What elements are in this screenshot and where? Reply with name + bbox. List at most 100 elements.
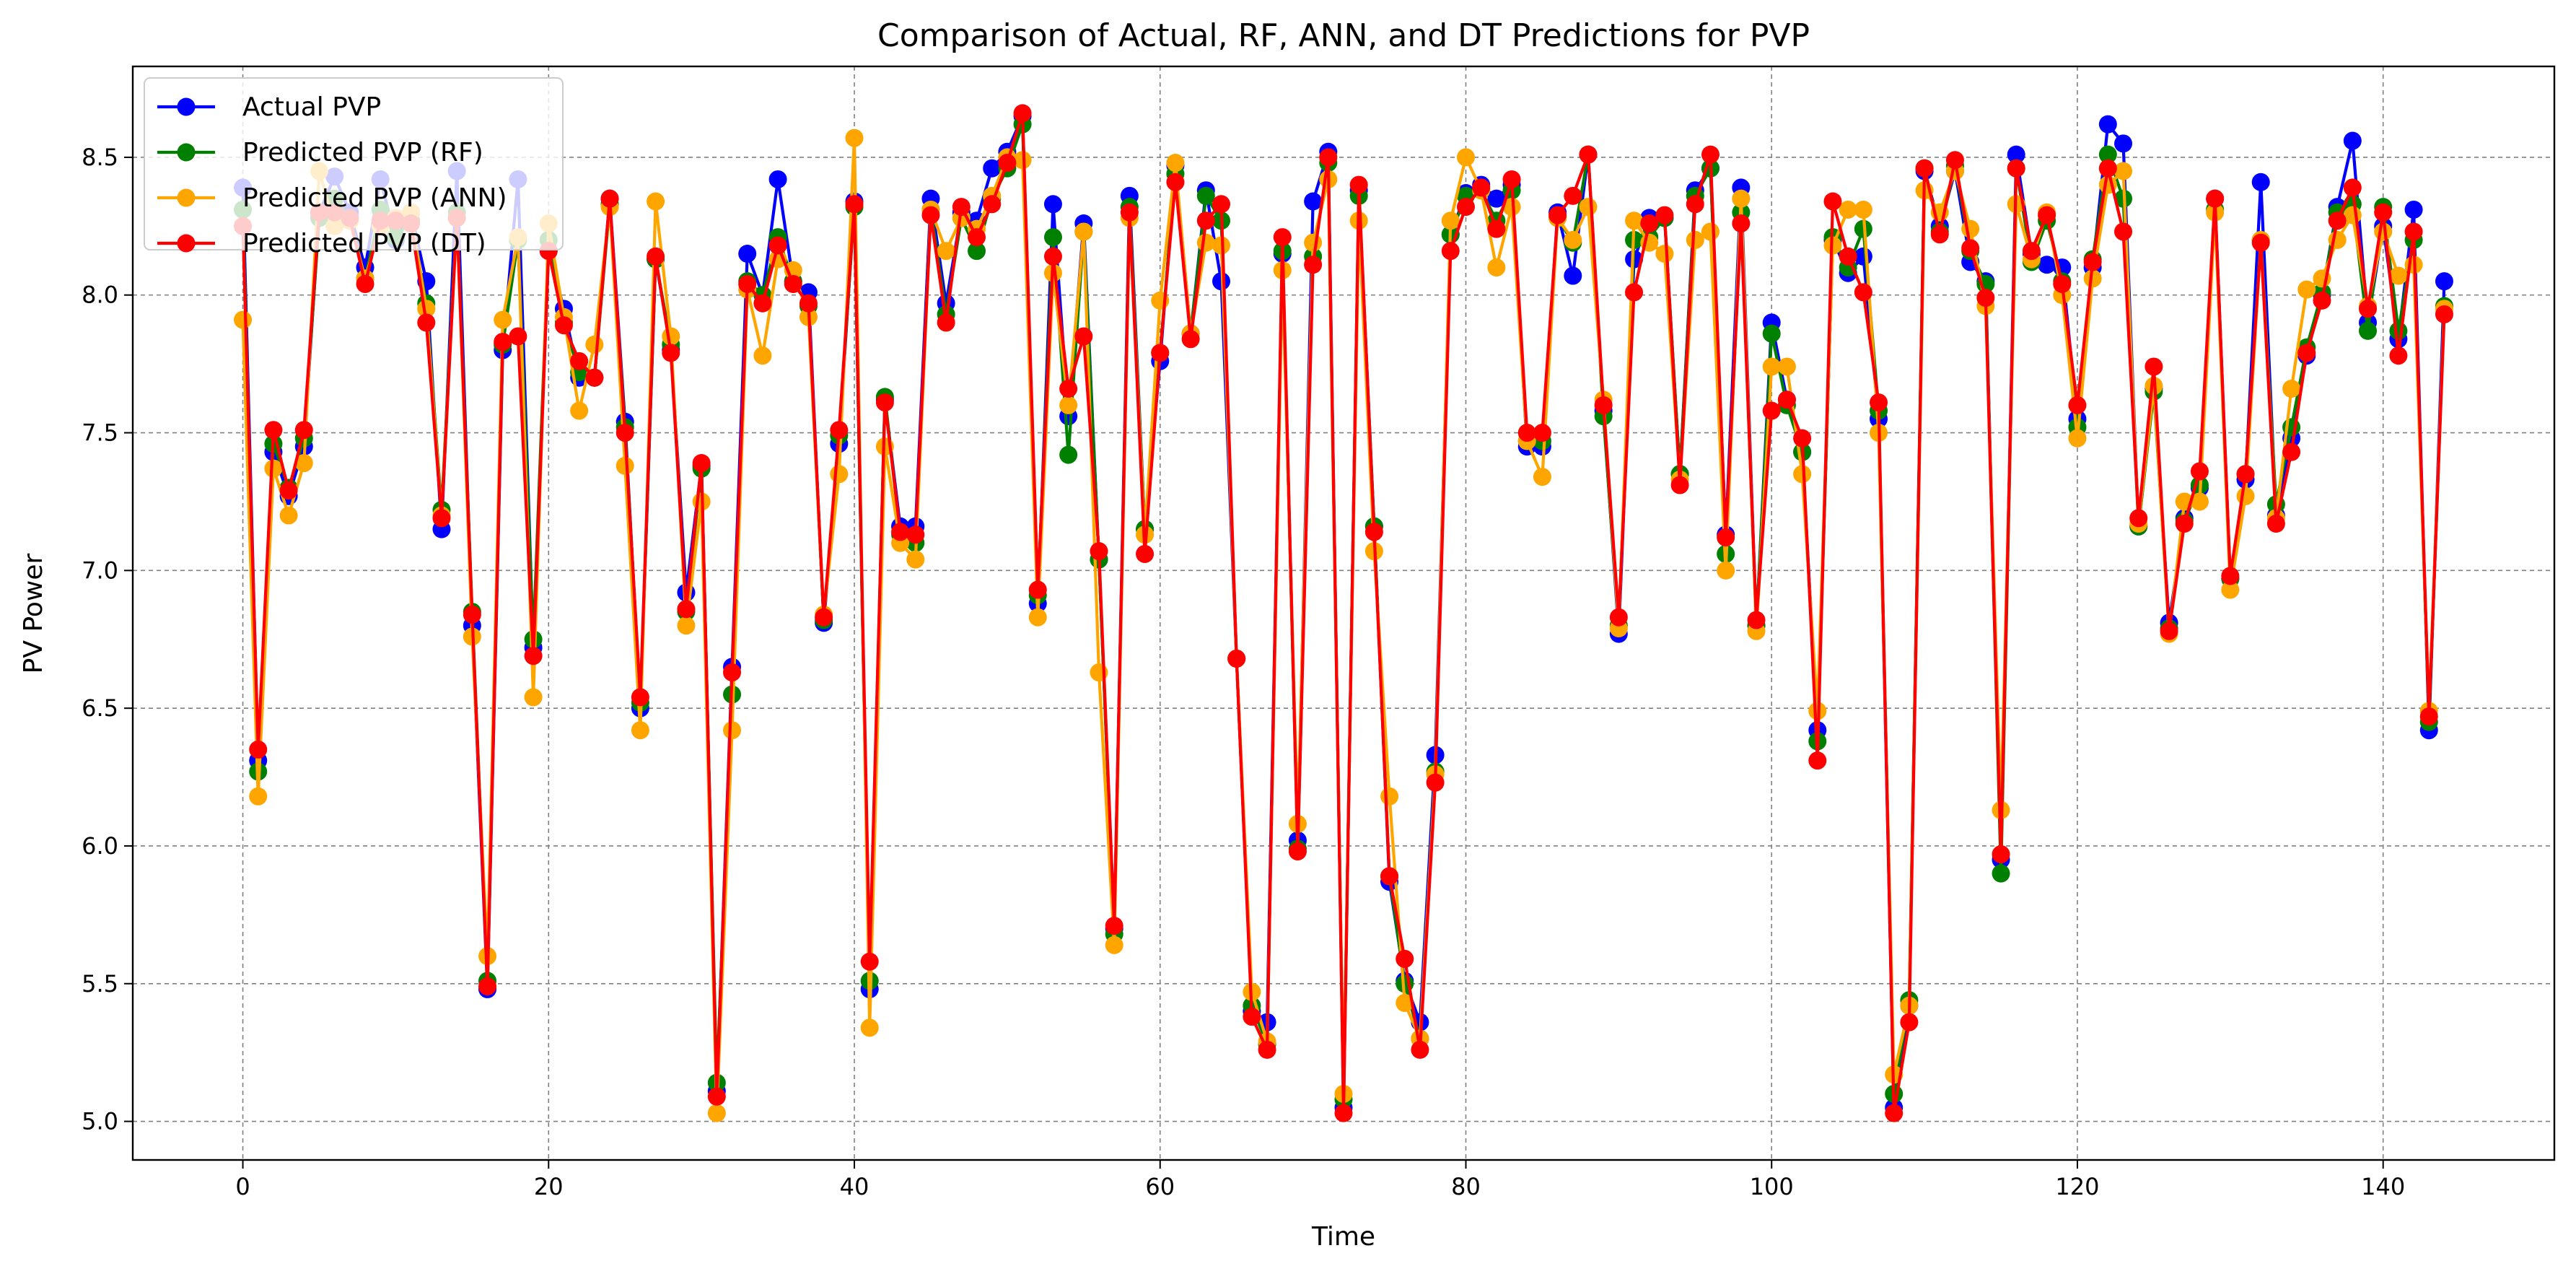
data-point — [1105, 917, 1123, 935]
data-point — [1854, 200, 1872, 219]
x-tick-label: 60 — [1145, 1173, 1175, 1200]
data-point — [1992, 845, 2010, 863]
legend-label: Predicted PVP (RF) — [242, 138, 483, 167]
data-point — [2053, 274, 2072, 293]
data-point — [1441, 242, 1460, 261]
x-tick-label: 20 — [534, 1173, 564, 1200]
data-point — [1151, 344, 1170, 362]
data-point — [845, 195, 864, 214]
data-point — [1059, 445, 1078, 464]
data-point — [1625, 283, 1644, 302]
data-point — [2098, 145, 2117, 164]
data-point — [1502, 198, 1521, 217]
data-point — [1655, 245, 1674, 263]
plot-frame — [131, 65, 2556, 1161]
data-point — [2266, 514, 2285, 533]
data-point — [2419, 707, 2438, 726]
data-point — [968, 242, 986, 261]
data-point — [677, 600, 696, 619]
data-point — [2038, 256, 2056, 274]
data-point — [860, 952, 879, 971]
data-point — [983, 159, 1002, 178]
data-point — [1594, 396, 1613, 414]
data-point — [1564, 230, 1582, 249]
data-point — [2221, 580, 2240, 599]
data-point — [753, 346, 772, 365]
data-point — [2007, 145, 2025, 164]
data-point — [279, 481, 298, 500]
data-point — [1686, 230, 1704, 249]
data-point — [1304, 192, 1323, 211]
data-point — [1212, 195, 1231, 214]
data-point — [264, 421, 283, 440]
data-point — [768, 236, 787, 255]
data-point — [524, 647, 543, 666]
data-point — [2374, 203, 2393, 222]
data-point — [631, 688, 649, 707]
data-point — [1059, 396, 1078, 414]
y-axis-label: PV Power — [19, 553, 48, 673]
chart-title: Comparison of Actual, RF, ANN, and DT Pr… — [877, 17, 1810, 54]
legend-marker — [177, 188, 196, 207]
data-point — [1304, 256, 1323, 274]
data-point — [2083, 253, 2102, 271]
data-point — [1090, 542, 1108, 561]
tick-layer: 0 20 40 60 80 100 120 140 5.0 5.5 6.0 6.5 7.0 7.5 8.0 8… — [82, 144, 2405, 1200]
legend-marker — [177, 234, 196, 253]
data-point — [1564, 186, 1582, 205]
data-point — [570, 401, 589, 420]
data-point — [615, 424, 634, 442]
data-point — [249, 787, 268, 806]
data-point — [1823, 192, 1842, 211]
data-point — [662, 344, 680, 362]
data-point — [830, 465, 849, 484]
data-point — [2175, 514, 2194, 533]
data-point — [1105, 935, 1123, 954]
x-axis-label: Time — [1311, 1222, 1375, 1252]
data-point — [707, 1104, 726, 1122]
legend-label: Predicted PVP (DT) — [242, 229, 486, 258]
data-point — [2389, 346, 2408, 365]
data-point — [2145, 357, 2163, 376]
data-point — [2221, 567, 2240, 585]
data-point — [753, 294, 772, 313]
data-point — [2404, 222, 2423, 241]
x-tick-label: 0 — [235, 1173, 250, 1200]
data-point — [478, 977, 497, 996]
data-point — [2068, 429, 2087, 448]
data-point — [1456, 148, 1475, 167]
data-point — [1915, 159, 1934, 178]
data-point — [2282, 442, 2301, 461]
data-point — [2313, 291, 2331, 310]
data-point — [1854, 283, 1872, 302]
data-point — [2435, 272, 2453, 291]
data-point — [1976, 289, 1995, 307]
data-point — [1028, 580, 1047, 599]
data-point — [234, 310, 253, 329]
data-point — [1243, 1008, 1261, 1026]
data-point — [2389, 266, 2408, 285]
data-point — [615, 456, 634, 475]
data-point — [2114, 222, 2133, 241]
data-point — [1441, 211, 1460, 230]
data-point — [1686, 195, 1704, 214]
data-point — [1426, 773, 1445, 792]
data-point — [1701, 145, 1719, 164]
y-tick-label: 6.0 — [82, 832, 118, 860]
data-point — [1074, 327, 1093, 346]
data-point — [662, 327, 680, 346]
data-point — [2251, 233, 2270, 252]
data-point — [1472, 178, 1491, 197]
data-point — [1487, 189, 1506, 208]
data-point — [2435, 305, 2453, 323]
data-point — [2297, 344, 2316, 362]
data-point — [2038, 206, 2056, 224]
data-point — [1166, 173, 1185, 191]
data-point — [1043, 195, 1062, 214]
data-point — [2160, 621, 2178, 640]
data-point — [1900, 1013, 1919, 1031]
data-point — [1670, 476, 1689, 494]
data-point — [2236, 465, 2255, 484]
data-point — [1762, 324, 1781, 343]
data-point — [2098, 159, 2117, 178]
